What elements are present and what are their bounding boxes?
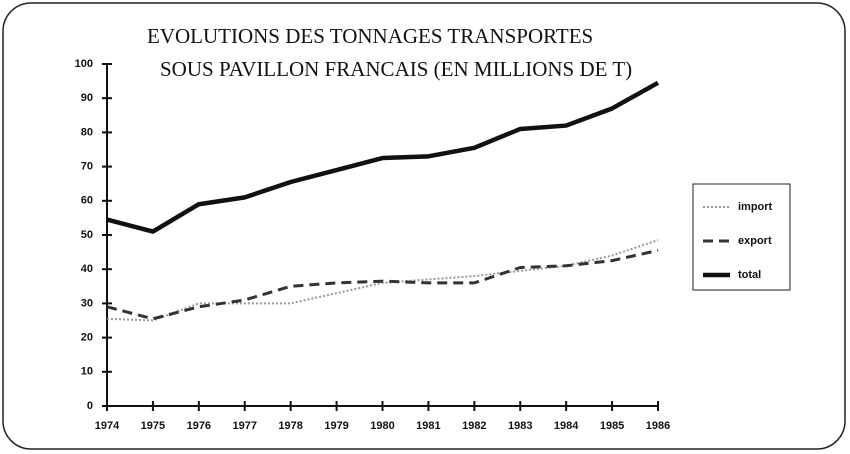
x-tick-label: 1979	[324, 420, 348, 432]
x-tick-label: 1980	[370, 420, 394, 432]
y-tick-label: 70	[81, 161, 93, 173]
y-tick-label: 40	[81, 263, 93, 275]
legend-label: export	[738, 235, 772, 247]
x-tick-label: 1983	[508, 420, 532, 432]
series-line	[106, 248, 659, 321]
y-tick-label: 50	[81, 229, 93, 241]
x-tick-label: 1986	[646, 420, 670, 432]
y-tick-label: 80	[81, 126, 93, 138]
y-tick-label: 30	[81, 297, 93, 309]
x-tick-label: 1978	[278, 420, 302, 432]
chart-title-line: EVOLUTIONS DES TONNAGES TRANSPORTES	[147, 24, 593, 48]
y-tick-label: 20	[81, 332, 93, 344]
y-tick-label: 100	[75, 58, 93, 70]
legend-label: total	[738, 269, 761, 281]
y-tick-label: 90	[81, 92, 93, 104]
x-tick-label: 1976	[187, 420, 211, 432]
x-tick-label: 1985	[600, 420, 624, 432]
frame	[2, 2, 846, 450]
x-tick-label: 1975	[141, 420, 165, 432]
chart-title-line: SOUS PAVILLON FRANCAIS (EN MILLIONS DE T…	[160, 57, 632, 81]
x-tick-label: 1977	[233, 420, 257, 432]
y-tick-label: 10	[81, 366, 93, 378]
y-tick-label: 0	[87, 400, 93, 412]
series-line	[106, 80, 660, 234]
legend-box	[692, 183, 791, 291]
x-tick-label: 1982	[462, 420, 486, 432]
x-tick-label: 1984	[554, 420, 579, 432]
x-tick-label: 1974	[95, 420, 120, 432]
x-tick-label: 1981	[416, 420, 440, 432]
y-tick-label: 60	[81, 195, 93, 207]
legend-label: import	[738, 201, 773, 213]
